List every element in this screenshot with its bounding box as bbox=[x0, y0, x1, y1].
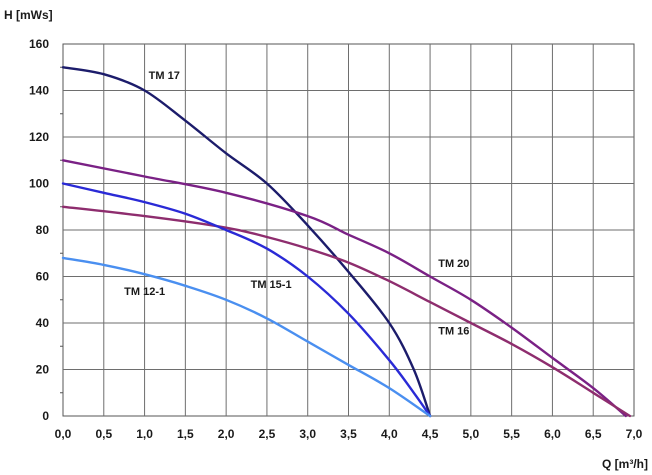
y-tick-label: 140 bbox=[29, 84, 49, 98]
y-tick-label: 0 bbox=[42, 409, 49, 423]
series-label-tm-20: TM 20 bbox=[438, 258, 469, 270]
x-tick-label: 0,0 bbox=[55, 427, 72, 441]
series-label-tm-16: TM 16 bbox=[438, 326, 469, 338]
series-line-tm-17 bbox=[61, 66, 432, 418]
y-tick-labels: 0 20 40 60 80 100 120 140 160 bbox=[29, 37, 49, 423]
x-tick-label: 7,0 bbox=[626, 427, 643, 441]
series-line-tm-16 bbox=[61, 205, 632, 418]
y-tick-label: 160 bbox=[29, 37, 49, 51]
x-tick-label: 6,0 bbox=[544, 427, 561, 441]
x-tick-labels: 0,0 0,5 1,0 1,5 2,0 2,5 3,0 3,5 4,0 4,5 5,0 5,5 6,0 6… bbox=[55, 427, 643, 441]
series-label-tm-17: TM 17 bbox=[149, 70, 180, 82]
y-tick-label: 120 bbox=[29, 130, 49, 144]
y-tick-label: 20 bbox=[36, 363, 50, 377]
x-tick-label: 1,0 bbox=[136, 427, 153, 441]
x-tick-label: 0,5 bbox=[95, 427, 112, 441]
series-line-tm-20 bbox=[61, 159, 627, 418]
series-labels: TM 17 TM 20 TM 16 TM 15-1 TM 12-1 bbox=[124, 70, 469, 338]
x-tick-label: 4,0 bbox=[381, 427, 398, 441]
series-label-tm-12-1: TM 12-1 bbox=[124, 286, 165, 298]
x-tick-label: 3,0 bbox=[299, 427, 316, 441]
series-label-tm-15-1: TM 15-1 bbox=[251, 279, 292, 291]
y-tick-label: 40 bbox=[36, 316, 50, 330]
series-lines bbox=[61, 66, 632, 418]
grid bbox=[60, 43, 635, 417]
x-tick-label: 5,5 bbox=[503, 427, 520, 441]
x-tick-label: 5,0 bbox=[463, 427, 480, 441]
x-axis-title: Q [m³/h] bbox=[602, 457, 648, 471]
x-tick-label: 1,5 bbox=[177, 427, 194, 441]
y-tick-label: 100 bbox=[29, 177, 49, 191]
x-tick-label: 2,5 bbox=[259, 427, 276, 441]
x-tick-label: 3,5 bbox=[340, 427, 357, 441]
y-tick-label: 80 bbox=[36, 223, 50, 237]
x-tick-label: 4,5 bbox=[422, 427, 439, 441]
series-line-tm-12-1 bbox=[61, 256, 432, 418]
y-tick-label: 60 bbox=[36, 270, 50, 284]
series-line-tm-15-1 bbox=[61, 182, 432, 418]
x-tick-label: 6,5 bbox=[585, 427, 602, 441]
x-tick-label: 2,0 bbox=[218, 427, 235, 441]
y-axis-title: H [mWs] bbox=[4, 8, 53, 22]
